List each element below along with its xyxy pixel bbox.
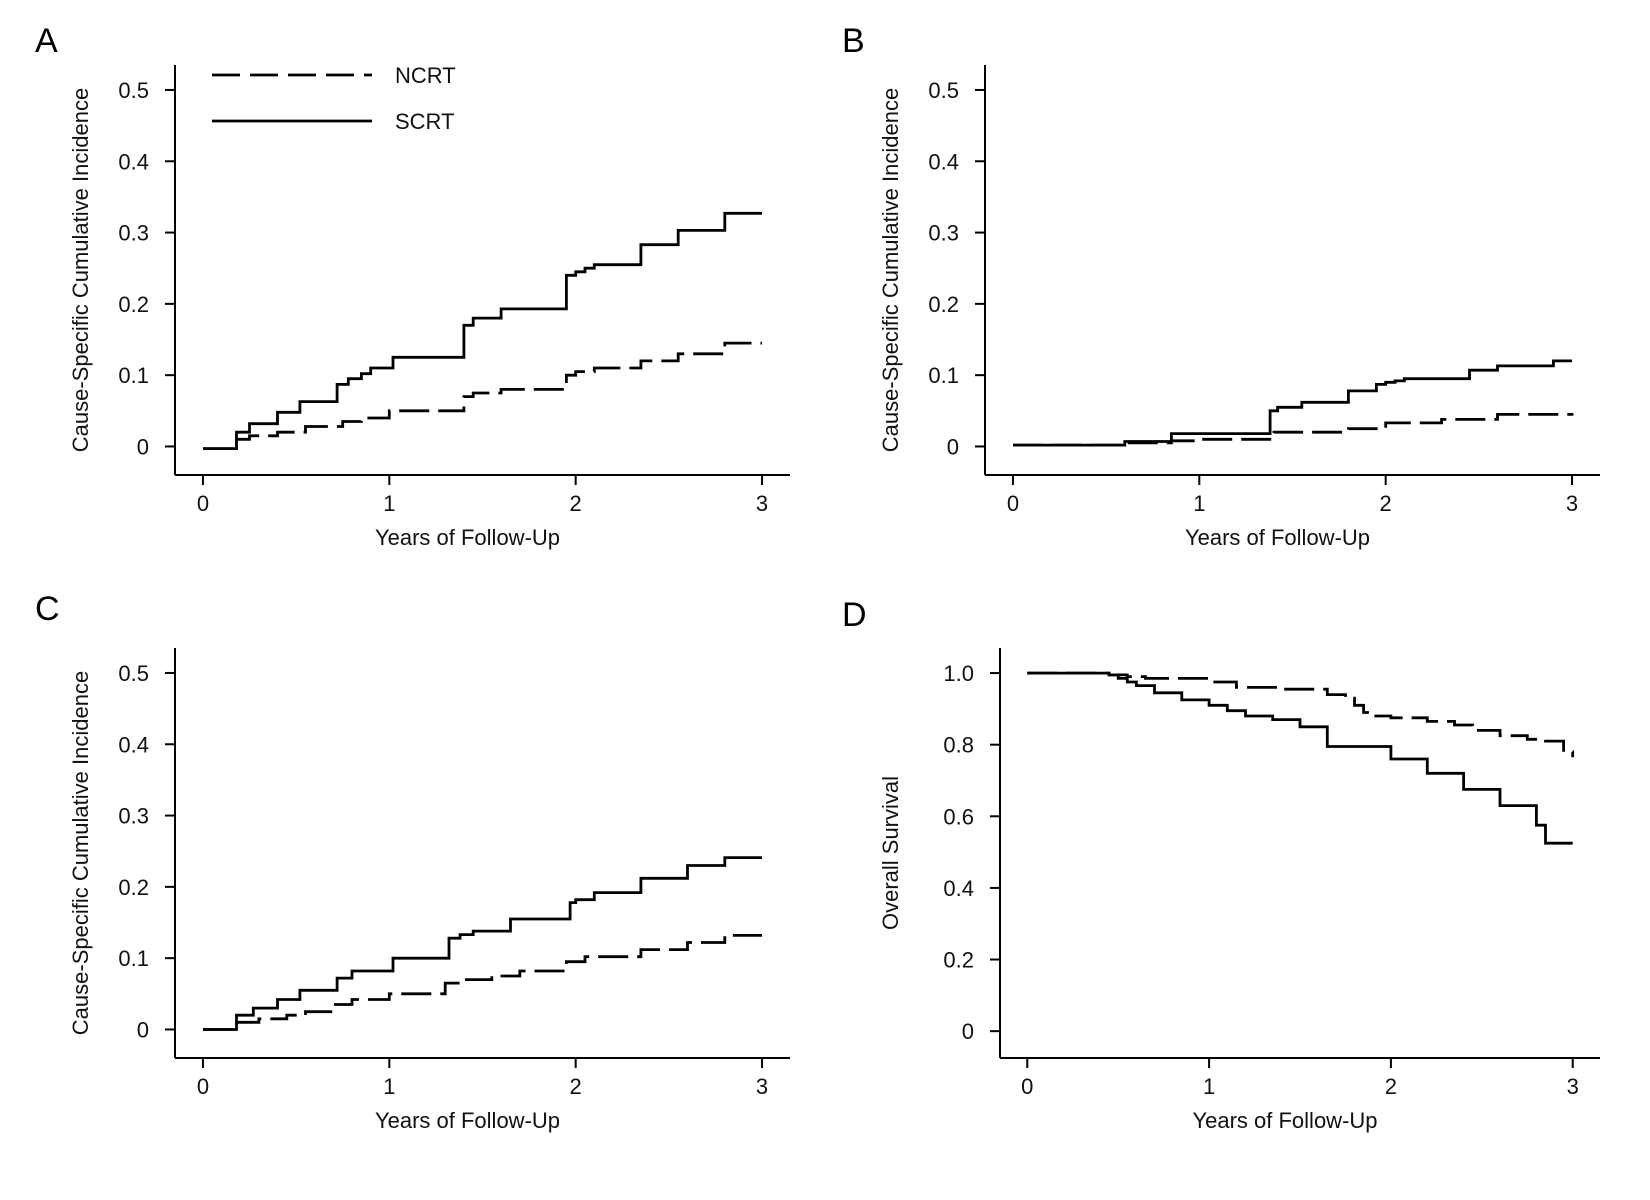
y-tick-label: 0.1 bbox=[118, 363, 149, 388]
y-tick-label: 0.6 bbox=[943, 804, 974, 829]
legend-scrt-label: SCRT bbox=[395, 109, 455, 134]
y-tick-label: 0.1 bbox=[928, 363, 959, 388]
x-tick-label: 3 bbox=[1566, 491, 1578, 516]
y-tick-label: 0.3 bbox=[118, 221, 149, 246]
y-tick-label: 0 bbox=[137, 1017, 149, 1042]
y-tick-label: 0.4 bbox=[118, 149, 149, 174]
x-tick-label: 2 bbox=[570, 1074, 582, 1099]
y-axis-title: Overall Survival bbox=[878, 776, 903, 930]
panel-letter: B bbox=[842, 22, 865, 60]
y-tick-label: 0.2 bbox=[943, 948, 974, 973]
series-line-scrt bbox=[1027, 671, 1573, 845]
series-line-ncrt bbox=[1027, 671, 1575, 758]
legend-ncrt-label: NCRT bbox=[395, 63, 456, 88]
x-tick-label: 3 bbox=[1567, 1074, 1579, 1099]
legend: NCRT SCRT bbox=[212, 63, 456, 134]
x-tick-label: 1 bbox=[383, 1074, 395, 1099]
x-tick-label: 0 bbox=[1007, 491, 1019, 516]
y-axis-title: Cause-Specific Cumulative Incidence bbox=[68, 671, 93, 1035]
series-line-ncrt bbox=[203, 341, 762, 450]
series-line-ncrt bbox=[203, 934, 762, 1031]
x-axis-title: Years of Follow-Up bbox=[375, 1108, 560, 1133]
series-line-scrt bbox=[203, 211, 762, 450]
y-tick-label: 0.5 bbox=[118, 78, 149, 103]
x-axis-title: Years of Follow-Up bbox=[1185, 525, 1370, 550]
y-tick-label: 0.1 bbox=[118, 946, 149, 971]
y-tick-label: 0 bbox=[137, 434, 149, 459]
panel-letter: C bbox=[35, 590, 60, 628]
x-tick-label: 2 bbox=[570, 491, 582, 516]
x-tick-label: 0 bbox=[197, 1074, 209, 1099]
y-tick-label: 0.4 bbox=[118, 732, 149, 757]
panel-letter: A bbox=[35, 22, 58, 60]
series-line-scrt bbox=[203, 856, 762, 1031]
panel-b: B 0 1 2 3 0 0.1 0.2 0.3 0.4 0.5 Years of Follow-Up C… bbox=[842, 22, 1600, 550]
y-tick-label: 0.2 bbox=[118, 292, 149, 317]
y-tick-label: 1.0 bbox=[943, 661, 974, 686]
x-tick-label: 1 bbox=[1203, 1074, 1215, 1099]
y-axis-title: Cause-Specific Cumulative Incidence bbox=[68, 88, 93, 452]
x-tick-label: 3 bbox=[756, 491, 768, 516]
y-tick-label: 0.2 bbox=[118, 875, 149, 900]
panel-a: A 0 1 2 3 0 0.1 0.2 0.3 0.4 0.5 Years of Follow-Up C… bbox=[35, 22, 790, 550]
series-line-ncrt bbox=[1013, 413, 1574, 447]
y-tick-label: 0 bbox=[947, 434, 959, 459]
y-tick-label: 0.5 bbox=[928, 78, 959, 103]
x-axis-title: Years of Follow-Up bbox=[1192, 1108, 1377, 1133]
x-tick-label: 0 bbox=[1021, 1074, 1033, 1099]
x-tick-label: 1 bbox=[383, 491, 395, 516]
x-tick-label: 2 bbox=[1380, 491, 1392, 516]
x-tick-label: 2 bbox=[1385, 1074, 1397, 1099]
panel-c: C 0 1 2 3 0 0.1 0.2 0.3 0.4 0.5 Years of Follow-Up C… bbox=[35, 590, 790, 1133]
x-tick-label: 1 bbox=[1193, 491, 1205, 516]
series-line-scrt bbox=[1013, 359, 1572, 447]
y-tick-label: 0.2 bbox=[928, 292, 959, 317]
panel-d: D 0 1 2 3 0 0.2 0.4 0.6 0.8 1.0 Years of Follow-Up O… bbox=[842, 596, 1600, 1133]
y-tick-label: 0.8 bbox=[943, 733, 974, 758]
y-axis-title: Cause-Specific Cumulative Incidence bbox=[878, 88, 903, 452]
y-tick-label: 0 bbox=[962, 1019, 974, 1044]
x-axis-title: Years of Follow-Up bbox=[375, 525, 560, 550]
y-tick-label: 0.4 bbox=[943, 876, 974, 901]
y-tick-label: 0.3 bbox=[118, 804, 149, 829]
y-tick-label: 0.5 bbox=[118, 661, 149, 686]
x-tick-label: 3 bbox=[756, 1074, 768, 1099]
x-tick-label: 0 bbox=[197, 491, 209, 516]
y-tick-label: 0.4 bbox=[928, 149, 959, 174]
y-tick-label: 0.3 bbox=[928, 221, 959, 246]
panel-letter: D bbox=[842, 596, 867, 634]
